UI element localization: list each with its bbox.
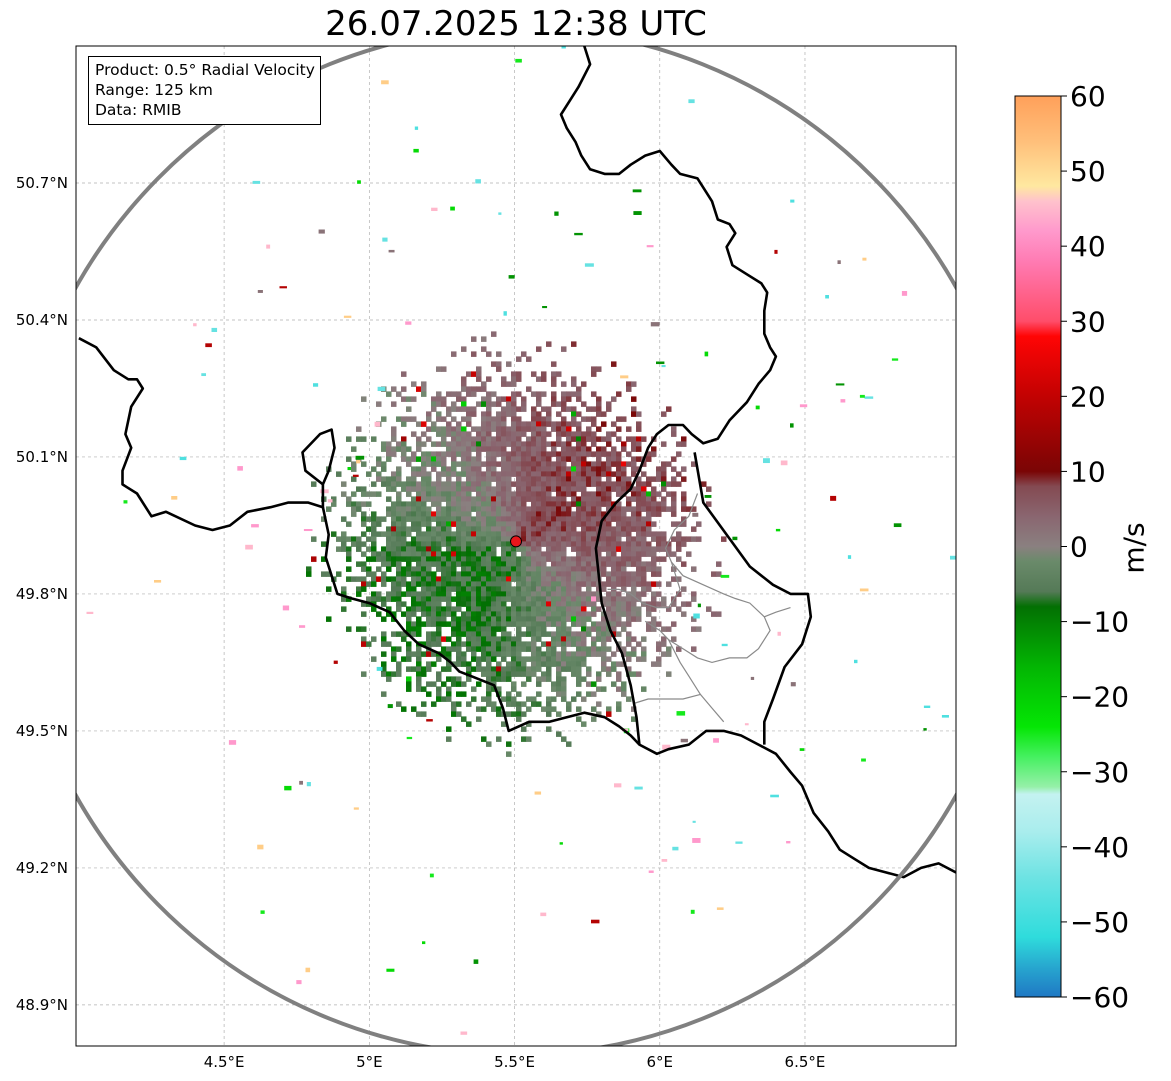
colorbar-tick-label: −60 [1070,981,1129,1014]
national-border [693,452,813,745]
radar-echoes [86,46,956,1035]
lon-tick-label: 6.5°E [785,1053,826,1071]
regional-border [633,693,701,705]
latitude-axis: 50.7°N 50.4°N 50.1°N 49.8°N 49.5°N 49.2°N 48.9… [16,174,68,1014]
lon-tick-label: 5.5°E [494,1053,535,1071]
colorbar-tick-label: 30 [1070,305,1106,338]
lat-tick-label: 48.9°N [16,996,68,1014]
product-info-box: Product: 0.5° Radial Velocity Range: 125… [88,56,321,125]
regional-border [667,639,725,723]
colorbar-tick-label: 0 [1070,531,1088,564]
colorbar-tick-label: −40 [1070,831,1129,864]
colorbar-tick-label: 40 [1070,230,1106,263]
colorbar-tick-label: −20 [1070,681,1129,714]
colorbar-tick-label: −30 [1070,756,1129,789]
colorbar-tick-label: 10 [1070,455,1106,488]
national-border [321,506,956,879]
lat-tick-label: 50.7°N [16,174,68,192]
lat-tick-label: 49.8°N [16,585,68,603]
lon-tick-label: 4.5°E [204,1053,245,1071]
national-border [559,46,778,745]
map-title: 26.07.2025 12:38 UTC [325,4,707,44]
radar-site-marker[interactable] [510,535,522,548]
colorbar: 60 50 40 30 20 10 0 −10 −20 −30 −40 −50 −60 [1014,80,1129,1014]
colorbar-tick-label: −50 [1070,906,1129,939]
national-border [78,337,336,532]
regional-border [607,561,681,609]
range-line: Range: 125 km [95,81,213,99]
colorbar-tick-label: −10 [1070,606,1129,639]
colorbar-ticks: 60 50 40 30 20 10 0 −10 −20 −30 −40 −50 −60 [1061,80,1129,1014]
map-plot-area [75,45,957,1047]
longitude-axis: 4.5°E 5°E 5.5°E 6°E 6.5°E [204,1053,826,1071]
colorbar-tick-label: 50 [1070,155,1106,188]
national-borders [78,46,956,879]
colorbar-tick-label: 20 [1070,380,1106,413]
regional-borders [607,493,791,723]
map-frame [75,45,957,1047]
lon-tick-label: 5°E [356,1053,383,1071]
lat-tick-label: 50.4°N [16,311,68,329]
lat-tick-label: 49.5°N [16,722,68,740]
lat-tick-label: 49.2°N [16,859,68,877]
colorbar-scale [1015,96,1061,997]
lat-tick-label: 50.1°N [16,448,68,466]
product-line: Product: 0.5° Radial Velocity [95,61,315,79]
regional-border [764,607,791,618]
data-source-line: Data: RMIB [95,101,182,119]
lon-tick-label: 6°E [646,1053,673,1071]
colorbar-tick-label: 60 [1070,80,1106,113]
colorbar-unit-label: m/s [1117,522,1151,574]
